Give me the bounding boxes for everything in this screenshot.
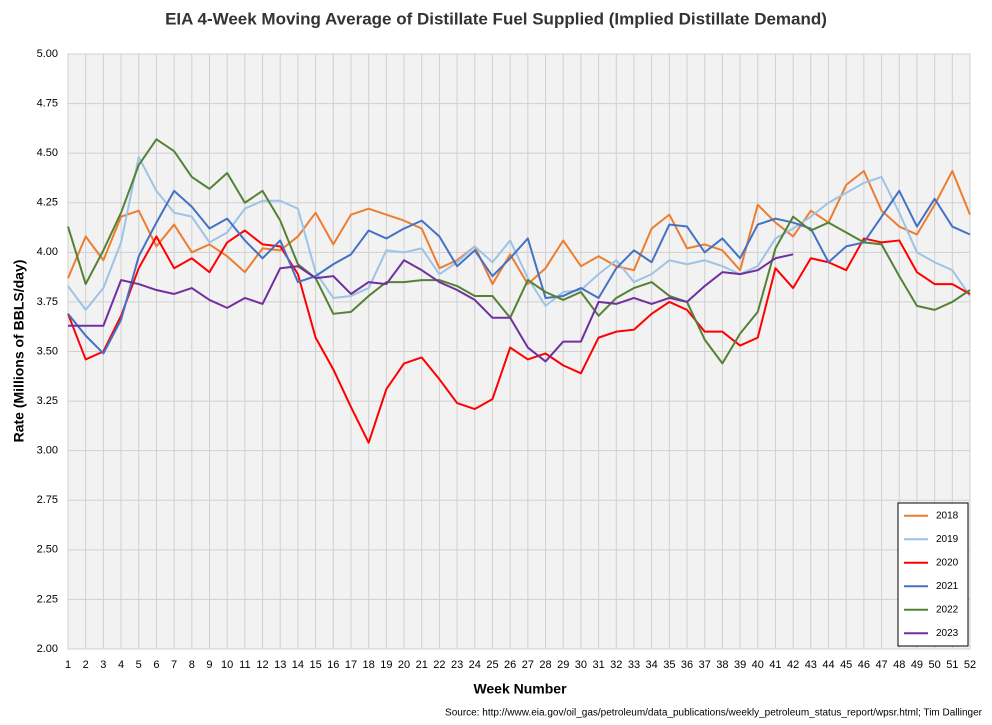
x-tick-label: 8 [189, 659, 195, 671]
y-tick-label: 3.25 [37, 395, 58, 407]
source-note: Source: http://www.eia.gov/oil_gas/petro… [445, 708, 983, 719]
series-line [67, 189, 971, 355]
series-line [67, 138, 971, 365]
y-tick-label: 2.75 [37, 494, 58, 506]
x-tick-label: 27 [522, 659, 534, 671]
x-axis-title: Week Number [473, 681, 567, 697]
y-tick-label: 3.00 [37, 445, 58, 457]
x-tick-label: 30 [575, 659, 587, 671]
y-tick-label: 4.75 [37, 97, 58, 109]
series-line [67, 229, 971, 444]
x-tick-label: 23 [451, 659, 463, 671]
x-tick-label: 42 [787, 659, 799, 671]
x-tick-label: 28 [539, 659, 551, 671]
x-tick-label: 3 [100, 659, 106, 671]
x-tick-label: 44 [822, 659, 834, 671]
x-tick-label: 21 [416, 659, 428, 671]
x-tick-label: 26 [504, 659, 516, 671]
x-tick-label: 6 [153, 659, 159, 671]
x-tick-label: 29 [557, 659, 569, 671]
legend: 2018 2019 2020 2021 2022 2023 [897, 502, 969, 647]
y-tick-label: 4.00 [37, 246, 58, 258]
x-tick-label: 2 [83, 659, 89, 671]
x-tick-label: 50 [929, 659, 941, 671]
x-tick-label: 51 [946, 659, 958, 671]
x-tick-label: 18 [363, 659, 375, 671]
x-tick-label: 16 [327, 659, 339, 671]
series-line [67, 156, 971, 311]
legend-label: 2021 [936, 581, 959, 592]
y-tick-label: 3.50 [37, 345, 58, 357]
y-tick-label: 3.75 [37, 296, 58, 308]
x-tick-label: 25 [486, 659, 498, 671]
y-axis-title: Rate (Millions of BBLS/day) [11, 260, 27, 443]
legend-box [897, 502, 969, 647]
x-tick-label: 34 [646, 659, 658, 671]
series-line [67, 170, 971, 286]
series-line [68, 253, 794, 363]
x-tick-label: 33 [628, 659, 640, 671]
legend-label: 2022 [936, 604, 959, 615]
x-tick-label: 49 [911, 659, 923, 671]
x-tick-label: 36 [681, 659, 693, 671]
y-tick-label: 5.00 [37, 48, 58, 60]
x-tick-label: 22 [433, 659, 445, 671]
x-tick-label: 4 [118, 659, 124, 671]
x-tick-label: 40 [752, 659, 764, 671]
x-tick-label: 19 [380, 659, 392, 671]
x-tick-label: 35 [663, 659, 675, 671]
x-tick-label: 38 [716, 659, 728, 671]
x-tick-label: 31 [592, 659, 604, 671]
legend-label: 2023 [936, 628, 959, 639]
x-tick-label: 12 [256, 659, 268, 671]
x-tick-label: 9 [206, 659, 212, 671]
x-tick-label: 11 [239, 659, 250, 671]
y-tick-label: 2.25 [37, 593, 58, 605]
y-tick-label: 4.25 [37, 197, 58, 209]
y-tick-label: 2.50 [37, 544, 58, 556]
x-tick-label: 52 [964, 659, 976, 671]
x-tick-label: 1 [65, 659, 71, 671]
y-tick-label: 2.00 [37, 643, 58, 655]
x-tick-label: 10 [221, 659, 233, 671]
legend-label: 2018 [936, 510, 959, 521]
x-tick-label: 13 [274, 659, 286, 671]
x-tick-label: 5 [136, 659, 142, 671]
legend-label: 2020 [936, 557, 959, 568]
x-tick-label: 46 [858, 659, 870, 671]
x-tick-label: 43 [805, 659, 817, 671]
legend-label: 2019 [936, 534, 959, 545]
x-tick-label: 39 [734, 659, 746, 671]
x-tick-label: 32 [610, 659, 622, 671]
x-tick-label: 7 [171, 659, 177, 671]
x-tick-label: 17 [345, 659, 357, 671]
y-tick-label: 4.50 [37, 147, 58, 159]
x-tick-label: 15 [309, 659, 321, 671]
x-tick-label: 14 [292, 659, 304, 671]
x-tick-label: 48 [893, 659, 905, 671]
x-tick-label: 41 [769, 659, 781, 671]
x-tick-label: 20 [398, 659, 410, 671]
x-tick-label: 37 [699, 659, 711, 671]
chart-title: EIA 4-Week Moving Average of Distillate … [165, 9, 827, 28]
x-tick-label: 24 [469, 659, 481, 671]
x-tick-label: 45 [840, 659, 852, 671]
x-tick-label: 47 [875, 659, 887, 671]
